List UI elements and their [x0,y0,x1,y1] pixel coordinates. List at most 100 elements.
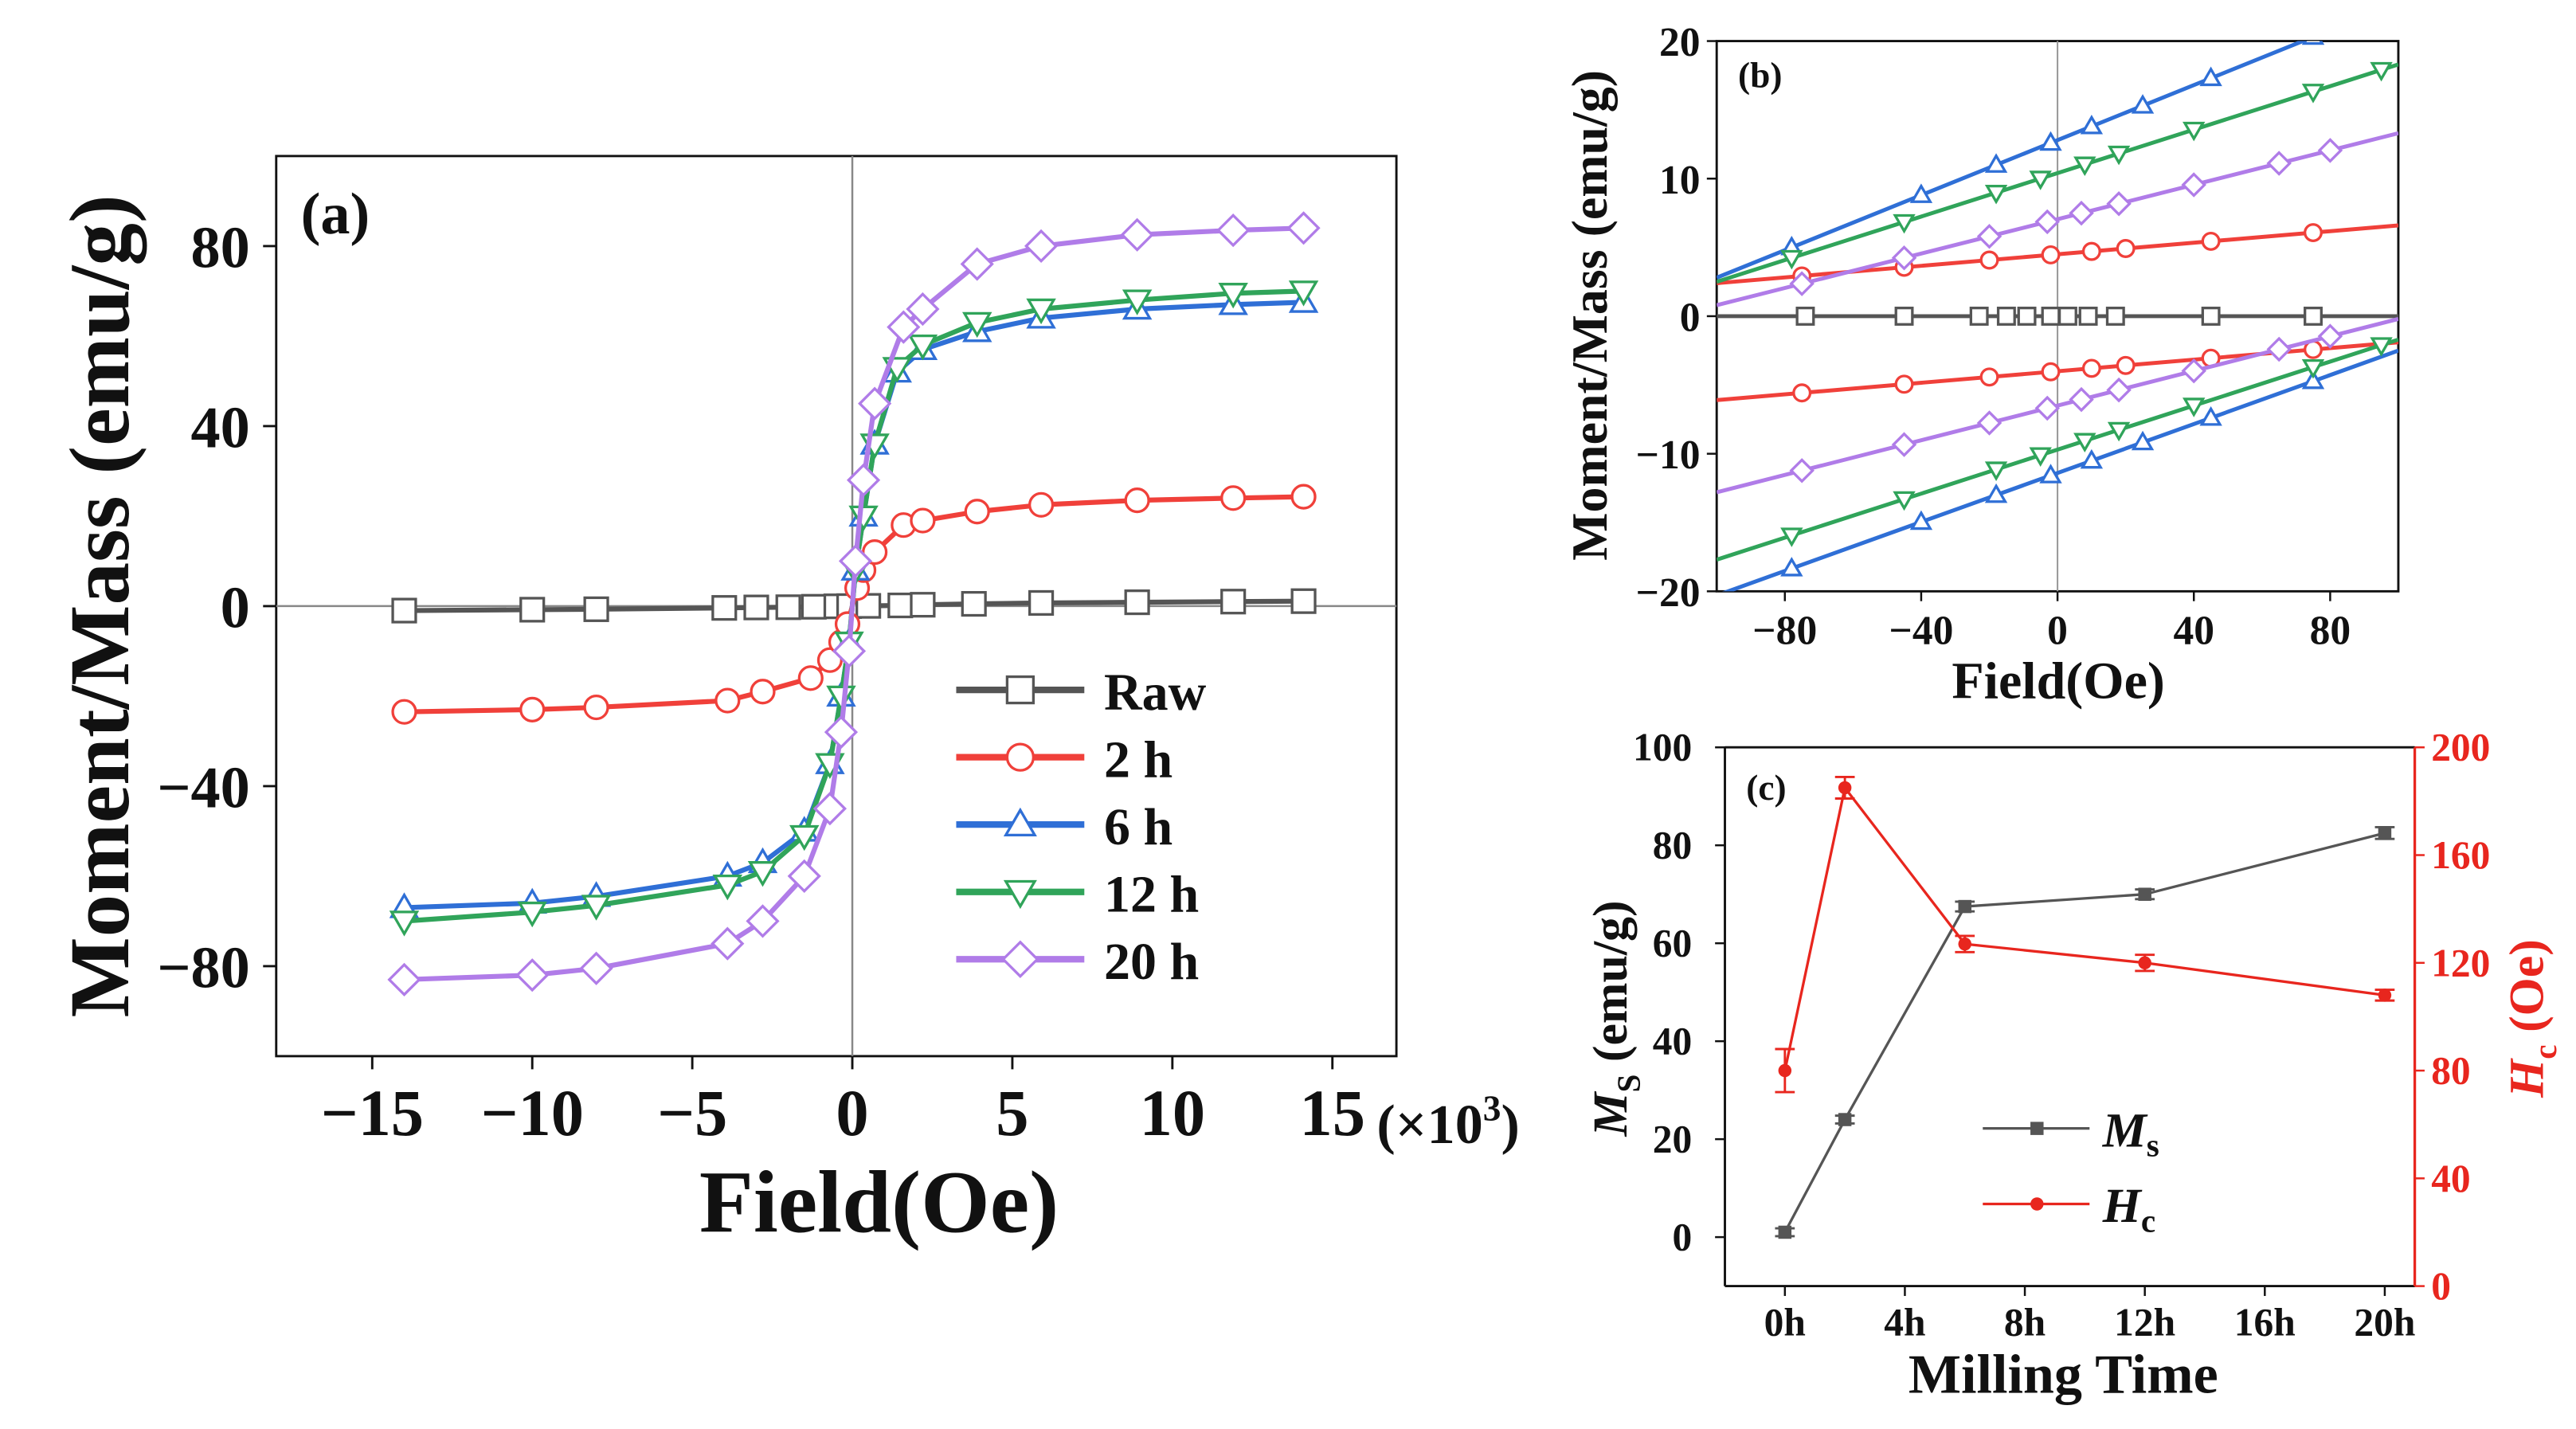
data-point [517,901,547,928]
y-right-tick-label: 200 [2431,726,2490,769]
x-tick-label: 5 [996,1077,1028,1149]
x-tick-label: 4h [1884,1300,1925,1344]
data-point [2080,114,2104,135]
data-point [2034,209,2060,235]
y-left-tick-label: 40 [1653,1020,1692,1063]
data-point [2131,430,2155,451]
x-multiplier-part: 3 [1483,1088,1501,1128]
data-point [910,507,936,534]
data-point [1838,1113,1852,1126]
data-point [583,596,609,622]
data-point [887,592,914,619]
data-point [1028,589,1055,617]
x-tick-label: 0 [836,1077,868,1149]
x-axis-title: Field(Oe) [699,1154,1059,1252]
data-point [2138,956,2151,970]
data-point [1028,491,1055,518]
data-point [2266,336,2292,362]
legend-marker [2030,1122,2044,1135]
x-tick-label: 0 [2047,608,2068,653]
panel-label: (b) [1738,55,1782,95]
data-point [712,875,743,901]
data-point [1778,1063,1792,1078]
x-tick-label: −10 [480,1077,583,1149]
series-Hc [1775,775,2395,1094]
data-point [2116,239,2136,258]
x-tick-label: 15 [1300,1077,1365,1149]
y-axis-title: Moment/Mass (emu/g) [1561,70,1618,561]
data-point [1979,367,1999,387]
data-point [2201,306,2221,326]
y-tick-label: −20 [1636,570,1701,616]
data-point [1288,280,1319,307]
data-point [1893,213,1916,234]
data-point [1894,306,1914,326]
x-multiplier: (×103) [1376,1088,1519,1156]
x-tick-label: 80 [2310,608,2351,653]
data-point [1909,183,1933,203]
legend-label: Hc [2102,1179,2155,1239]
panel-a-hysteresis-chart: −15 −10 −5 0 5 10 15 −80 −40 0 40 80 (a) Field(Oe) Mom… [53,155,1520,1252]
legend-marker [1005,742,1035,772]
x-tick-label: 10 [1140,1077,1205,1149]
series-h20 [1717,131,2398,495]
data-point [2199,66,2222,87]
data-point [832,634,867,668]
y-right-axis-title-part: (Oe) [2500,939,2554,1044]
y-right-tick-label: 80 [2431,1049,2470,1093]
data-point [2131,94,2155,114]
data-point [1984,185,2008,205]
data-point [1795,306,1815,326]
data-point [1220,485,1247,511]
data-point [1024,229,1059,263]
data-point [2041,245,2061,264]
data-point [1909,510,1933,530]
y-left-tick-label: 20 [1653,1118,1692,1161]
data-point [797,665,824,691]
data-point [2107,145,2131,166]
y-tick-label: −80 [157,936,250,1001]
x-tick-label: −5 [657,1077,727,1149]
series-Ms [1775,826,2395,1239]
data-point [1976,410,2002,436]
data-point [789,824,820,852]
data-point [1218,283,1248,309]
x-axis-title: Field(Oe) [1952,652,2164,710]
x-axis-title: Milling Time [1909,1345,2218,1406]
data-point [2041,362,2061,382]
data-point [2138,887,2151,901]
data-point [391,699,417,725]
y-right-axis-title-part: H [2500,1058,2554,1098]
legend-label: 20 h [1104,933,1199,991]
x-tick-label: −40 [1889,608,1953,653]
data-point [2080,448,2104,469]
data-point [2199,406,2222,426]
data-point [747,861,778,887]
data-point [2183,121,2206,142]
x-multiplier-part: (×10 [1376,1094,1482,1156]
data-point [961,590,987,617]
data-point [1216,213,1251,248]
series-h12 [1717,61,2398,562]
y-left-tick-label: 100 [1633,726,1692,769]
data-point [910,592,936,618]
y-tick-label: 0 [221,576,250,641]
series-h6 [1717,41,2398,592]
data-point [1984,153,2008,173]
data-point [2029,170,2052,190]
data-point [2039,464,2062,484]
data-point [2034,395,2060,421]
y-left-tick-label: 0 [1673,1216,1693,1259]
data-point [581,895,612,921]
y-tick-label: 80 [191,216,250,281]
legend-marker [1003,807,1037,837]
data-point [858,386,892,421]
data-point [1290,484,1317,510]
y-tick-label: −40 [157,756,250,821]
panel-c-milling-time-chart: 0h 4h 8h 12h 16h 20h 0 20 40 60 80 100 0 40 80 120 160 20… [1584,726,2563,1406]
data-point [1958,937,1971,951]
data-point [1984,483,2008,503]
data-point [1894,374,1914,394]
data-point [1286,211,1321,245]
y-right-tick-label: 160 [2431,833,2490,877]
